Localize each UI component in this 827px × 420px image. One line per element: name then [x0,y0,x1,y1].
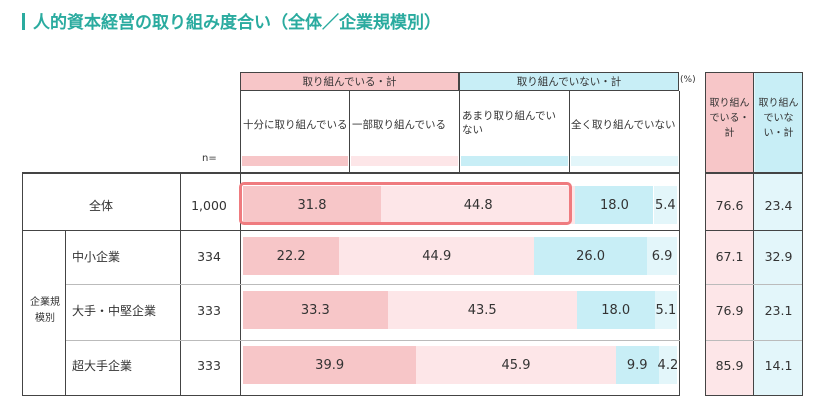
swatch-col-1 [242,156,348,166]
n-label: n= [202,153,217,164]
subheader-col-2: 一部取り組んでいる [352,119,446,131]
bar-segment: 5.4 [653,186,677,224]
data-label: 26.0 [576,248,606,264]
data-label: 9.9 [626,357,648,373]
row-n: 333 [197,302,221,318]
subheader-col-1: 十分に取り組んでいる [243,119,348,131]
bar-segment: 44.9 [339,237,535,275]
total-no-value: 23.1 [764,302,793,318]
bar-segment: 5.1 [654,291,677,329]
row-n: 333 [197,357,221,373]
row-n: 334 [197,248,221,264]
row-sep-2-summary [706,340,802,341]
total-yes-value: 76.6 [715,197,744,213]
table-left-border [22,172,23,396]
table-top-rule [22,172,680,174]
swatch-col-2 [351,156,458,166]
header-group-yes: 取り組んでいる・計 [240,72,459,91]
page-title-text: 人的資本経営の取り組み度合い（全体／企業規模別） [33,13,441,33]
summary-yes-header-bg [706,73,753,172]
data-label: 18.0 [599,197,629,213]
subheader-col-4: 全く取り組んでいない [571,119,676,131]
header-group-no: 取り組んでいない・計 [459,72,679,91]
summary-no-header: 取り組んでいない・計 [758,98,799,139]
page-title: 人的資本経営の取り組み度合い（全体／企業規模別） [22,8,441,33]
summary-yes-header: 取り組んでいる・計 [709,98,750,139]
subheader-col-3: あまり取り組んでいない [462,110,556,136]
overall-highlight-box [239,182,572,225]
header-left-border [240,91,241,172]
row-sep-1 [66,284,680,285]
data-label: 31.8 [297,197,327,213]
bar-segment: 45.9 [416,346,616,384]
title-accent-bar [22,13,25,30]
bar-segment: 9.9 [615,346,659,384]
data-label: 39.9 [315,357,345,373]
data-label: 22.2 [276,248,306,264]
total-no-value: 23.4 [764,197,793,213]
total-yes-value: 67.1 [715,248,744,264]
bar-segment: 22.2 [243,237,340,275]
header-divider-3 [569,91,570,172]
total-no-value: 32.9 [764,248,793,264]
row-label: 全体 [88,198,113,213]
summary-top-rule [705,172,803,174]
summary-no-header-bg [755,73,802,172]
data-label: 44.8 [463,197,493,213]
total-no-value: 14.1 [764,357,793,373]
data-label: 5.1 [655,302,677,318]
data-label: 5.4 [654,197,676,213]
header-divider-1 [349,91,350,172]
bar-segment: 39.9 [243,346,417,384]
table-bottom-rule [22,395,680,396]
bar-segment: 33.3 [243,291,388,329]
data-label: 45.9 [501,357,531,373]
swatch-col-3 [461,156,568,166]
data-label: 43.5 [467,302,497,318]
row-sep-1-summary [706,284,802,285]
row-label: 大手・中堅企業 [72,303,157,318]
percent-unit: (%) [680,75,696,85]
data-label: 6.9 [651,248,673,264]
row-label: 中小企業 [72,249,121,264]
data-label: 4.2 [657,357,679,373]
overall-separator [22,230,680,231]
overall-separator-summary [705,230,803,231]
bar-segment: 43.5 [387,291,577,329]
bar-segment: 18.0 [576,291,655,329]
bar-segment: 6.9 [647,237,677,275]
bar-segment: 31.8 [243,186,381,224]
bar-segment: 4.2 [657,346,679,384]
data-label: 44.9 [422,248,452,264]
row-n: 1,000 [191,197,227,213]
row-label: 超大手企業 [72,358,133,373]
total-yes-value: 76.9 [715,302,744,318]
side-label: 企業規模別 [30,297,60,324]
bar-segment: 26.0 [534,237,647,275]
data-label: 18.0 [601,302,631,318]
header-right-border [679,91,680,172]
side-label-divider [65,230,66,396]
header-divider-2 [459,91,460,172]
row-sep-2 [66,340,680,341]
bar-segment: 44.8 [381,186,576,224]
data-label: 33.3 [300,302,330,318]
total-yes-value: 85.9 [715,357,744,373]
swatch-col-4 [571,156,678,166]
bar-segment: 18.0 [575,186,654,224]
